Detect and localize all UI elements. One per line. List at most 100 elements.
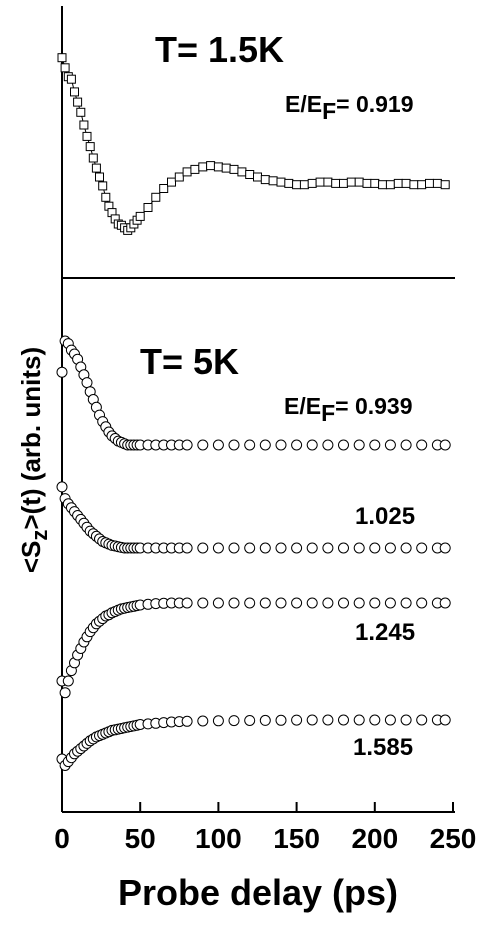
data-point-square xyxy=(88,153,98,163)
data-point-circle xyxy=(369,597,381,609)
data-point-square xyxy=(60,63,70,73)
data-point-square xyxy=(73,97,83,107)
data-point-square xyxy=(409,180,419,190)
x-tick-label: 150 xyxy=(273,823,320,854)
data-point-square xyxy=(190,164,200,174)
data-point-square xyxy=(79,120,89,130)
data-point-square xyxy=(76,107,86,117)
bottom-panel-title: T= 5K xyxy=(140,341,239,382)
data-point-circle xyxy=(322,714,334,726)
bottom-panel: 0 50 100 150 200 250 T= 5K E/EF= 0.939 1.025 … xyxy=(16,278,476,913)
data-point-circle xyxy=(400,714,412,726)
data-point-circle xyxy=(306,597,318,609)
x-tick-label: 50 xyxy=(125,823,156,854)
series-label-1245: 1.245 xyxy=(355,619,415,646)
bottom-markers xyxy=(56,335,451,771)
data-point-circle xyxy=(228,597,240,609)
data-point-square xyxy=(151,192,161,202)
data-point-square xyxy=(370,178,380,188)
data-point-square xyxy=(323,177,333,187)
data-point-square xyxy=(385,180,395,190)
data-point-square xyxy=(331,178,341,188)
data-point-square xyxy=(101,192,111,202)
data-point-circle xyxy=(197,542,209,554)
data-point-square xyxy=(85,142,95,152)
data-point-square xyxy=(91,163,101,173)
data-point-circle xyxy=(244,597,256,609)
x-tick-label: 100 xyxy=(195,823,242,854)
top-markers xyxy=(57,53,450,235)
data-point-square xyxy=(167,177,176,187)
data-point-square xyxy=(268,176,278,186)
x-ticks: 0 50 100 150 200 250 xyxy=(54,802,476,854)
series-label-0939-sub: F xyxy=(321,400,335,426)
data-point-circle xyxy=(228,439,240,451)
data-point-circle xyxy=(322,439,334,451)
data-point-circle xyxy=(275,542,287,554)
data-point-circle xyxy=(338,597,349,609)
data-point-circle xyxy=(291,439,303,451)
data-point-square xyxy=(362,178,372,188)
x-tick-label: 0 xyxy=(54,823,70,854)
data-point-circle xyxy=(275,597,287,609)
data-point-circle xyxy=(259,714,271,726)
data-point-circle xyxy=(338,714,349,726)
data-point-circle xyxy=(384,439,396,451)
data-point-circle xyxy=(56,366,68,378)
data-point-circle xyxy=(322,542,334,554)
data-point-circle xyxy=(244,439,256,451)
data-point-circle xyxy=(259,542,271,554)
series-label-1025: 1.025 xyxy=(355,503,415,530)
data-point-square xyxy=(198,162,208,172)
data-point-square xyxy=(346,177,356,187)
data-point-circle xyxy=(369,542,381,554)
top-panel: T= 1.5K E/EF= 0.919 xyxy=(57,6,450,278)
data-point-square xyxy=(143,203,153,212)
data-point-square xyxy=(159,184,169,193)
data-point-square xyxy=(253,172,262,182)
data-point-circle xyxy=(353,439,365,451)
data-point-square xyxy=(440,180,450,190)
x-tick-label: 200 xyxy=(351,823,398,854)
data-point-circle xyxy=(416,542,428,554)
data-point-square xyxy=(417,180,427,190)
data-point-circle xyxy=(400,597,412,609)
data-point-circle xyxy=(291,542,303,554)
top-series-label-sub: F xyxy=(322,98,336,124)
data-point-square xyxy=(307,178,317,188)
data-point-circle xyxy=(259,597,271,609)
data-point-circle xyxy=(244,542,256,554)
series-label-0939-prefix: E/E xyxy=(284,393,321,419)
data-point-circle xyxy=(291,597,303,609)
data-point-circle xyxy=(369,714,381,726)
x-tick-label: 250 xyxy=(430,823,477,854)
x-axis-label: Probe delay (ps) xyxy=(118,872,398,913)
series-label-0939-value: = 0.939 xyxy=(335,393,412,419)
data-point-circle xyxy=(369,439,381,451)
data-point-square xyxy=(299,180,309,190)
data-point-circle xyxy=(197,715,209,727)
data-point-circle xyxy=(416,714,428,726)
data-point-circle xyxy=(275,439,287,451)
top-fit-line xyxy=(61,57,446,232)
data-point-square xyxy=(276,177,286,187)
data-point-circle xyxy=(306,542,318,554)
data-point-circle xyxy=(197,439,209,451)
data-point-circle xyxy=(306,439,318,451)
data-point-circle xyxy=(181,597,193,609)
data-point-square xyxy=(95,172,104,182)
data-point-circle xyxy=(439,542,451,554)
series-label-1585: 1.585 xyxy=(353,734,413,761)
data-point-circle xyxy=(212,439,224,451)
y-axis-label-rest: >(t) (arb. units) xyxy=(16,347,46,530)
data-point-circle xyxy=(353,597,365,609)
data-point-square xyxy=(432,178,442,188)
top-series-label-prefix: E/E xyxy=(285,91,322,117)
data-point-circle xyxy=(384,597,396,609)
top-panel-title: T= 1.5K xyxy=(155,29,284,70)
data-point-circle xyxy=(416,597,428,609)
data-point-square xyxy=(401,178,411,188)
y-axis-label-main: <S xyxy=(16,541,46,574)
data-point-square xyxy=(425,178,434,188)
